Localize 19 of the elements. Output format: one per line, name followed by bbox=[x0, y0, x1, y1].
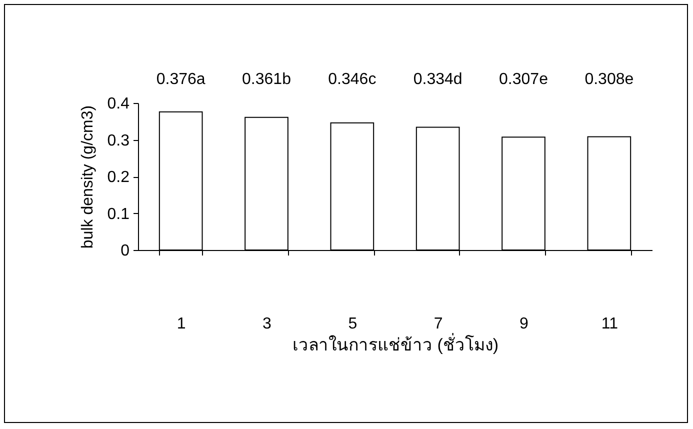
y-tick-label: 0 bbox=[120, 242, 130, 260]
data-label: 0.376a bbox=[156, 71, 206, 88]
x-tick-label: 1 bbox=[176, 316, 186, 332]
y-tick-label: 0.4 bbox=[107, 96, 130, 112]
y-tick-label: 0.2 bbox=[107, 169, 130, 186]
x-tick-label: 7 bbox=[434, 316, 443, 332]
y-tick-label: 0.1 bbox=[107, 206, 130, 223]
data-label: 0.361b bbox=[242, 71, 292, 88]
data-label: 0.308e bbox=[584, 71, 634, 88]
x-tick-label: 11 bbox=[601, 316, 618, 332]
y-axis-title: bulk density (g/cm3) bbox=[79, 105, 96, 249]
y-tick-label: 0.3 bbox=[107, 132, 130, 150]
x-tick-label: 5 bbox=[348, 316, 358, 332]
x-tick-label: 3 bbox=[262, 316, 272, 332]
data-label: 0.334d bbox=[413, 71, 462, 88]
data-label: 0.307e bbox=[499, 71, 548, 88]
x-tick-label: 9 bbox=[520, 316, 529, 332]
x-axis-title: เวลาในการแช่ข้าว (ชั่วโมง) bbox=[292, 332, 499, 354]
data-label: 0.346c bbox=[328, 71, 376, 88]
